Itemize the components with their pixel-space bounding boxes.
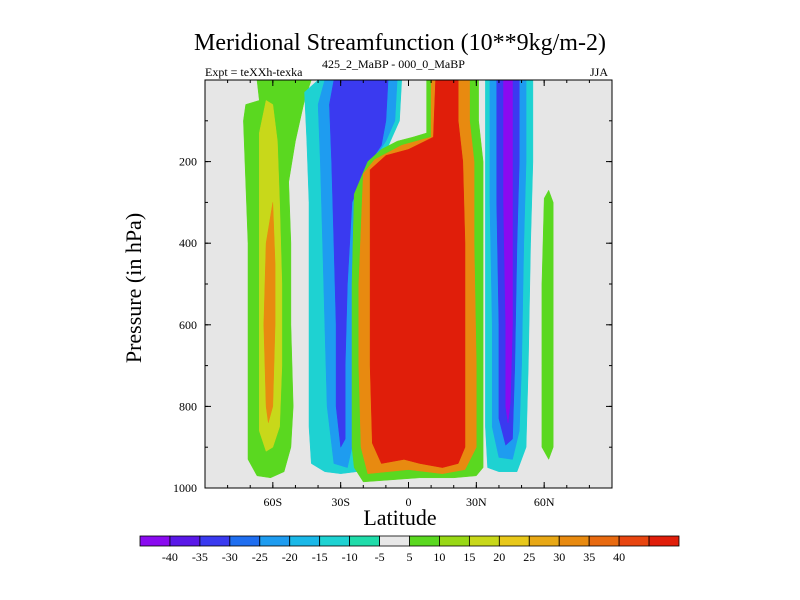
colorbar-label: 25 [523,550,535,564]
colorbar-swatch [409,535,440,547]
x-tick-label: 30N [466,495,487,509]
colorbar-label: -5 [375,550,385,564]
contour-hadley-red [369,80,466,468]
colorbar-label: 35 [583,550,595,564]
colorbar-swatch [259,535,291,547]
colorbar-label: -40 [162,550,178,564]
colorbar-label: -10 [342,550,358,564]
colorbar-swatch [468,535,500,547]
colorbar-label: 30 [553,550,565,564]
contour-nh-polar-green [541,189,554,460]
colorbar-label: -25 [252,550,268,564]
colorbar-swatch [139,535,171,547]
x-tick-label: 60S [263,495,282,509]
season-label: JJA [590,65,609,79]
x-tick-label: 30S [331,495,350,509]
colorbar-swatch [379,535,410,547]
colorbar-swatch [199,535,231,547]
colorbar-swatch [618,535,650,547]
colorbar-label: 20 [493,550,505,564]
contour-sh-ferrel-navy [329,80,389,448]
chart-title: Meridional Streamfunction (10**9kg/m-2) [194,30,606,56]
y-tick-label: 600 [179,318,197,332]
colorbar-label: -30 [222,550,238,564]
colorbar-swatch [558,535,590,547]
contour-nh-ferrel-purple [503,80,513,423]
y-tick-label: 1000 [173,481,197,495]
colorbar-swatch [498,535,530,547]
colorbar-label: -35 [192,550,208,564]
colorbar-label: 10 [433,550,445,564]
x-tick-label: 0 [406,495,412,509]
colorbar-swatch [319,535,351,547]
period-label: 425_2_MaBP - 000_0_MaBP [322,57,465,71]
colorbar: -40 -35 -30 -25 -20 -15 -10 -5 5 10 15 20 25 30 35 40 [139,535,680,564]
colorbar-label: 5 [407,550,413,564]
colorbar-swatch [588,535,620,547]
colorbar-label: 15 [463,550,475,564]
colorbar-swatch [349,535,380,547]
y-tick-label: 400 [179,236,197,250]
colorbar-label: -15 [312,550,328,564]
y-tick-label: 800 [179,399,197,413]
plot-axes: 60S 30S 0 30N 60N 200 400 600 800 1000 [173,79,613,509]
colorbar-swatch [528,535,560,547]
colorbar-swatch [229,535,261,547]
colorbar-label: -20 [282,550,298,564]
experiment-label: Expt = teXXh-texka [205,65,303,79]
colorbar-swatch [169,535,201,547]
contour-sh-subpolar-orange [263,202,276,423]
colorbar-label: 40 [613,550,625,564]
colorbar-swatch [439,535,470,547]
y-tick-label: 200 [179,155,197,169]
x-tick-label: 60N [534,495,555,509]
x-axis-label: Latitude [363,505,437,530]
colorbar-swatch [648,535,680,547]
contour-plot [205,80,612,488]
colorbar-swatch [289,535,321,547]
